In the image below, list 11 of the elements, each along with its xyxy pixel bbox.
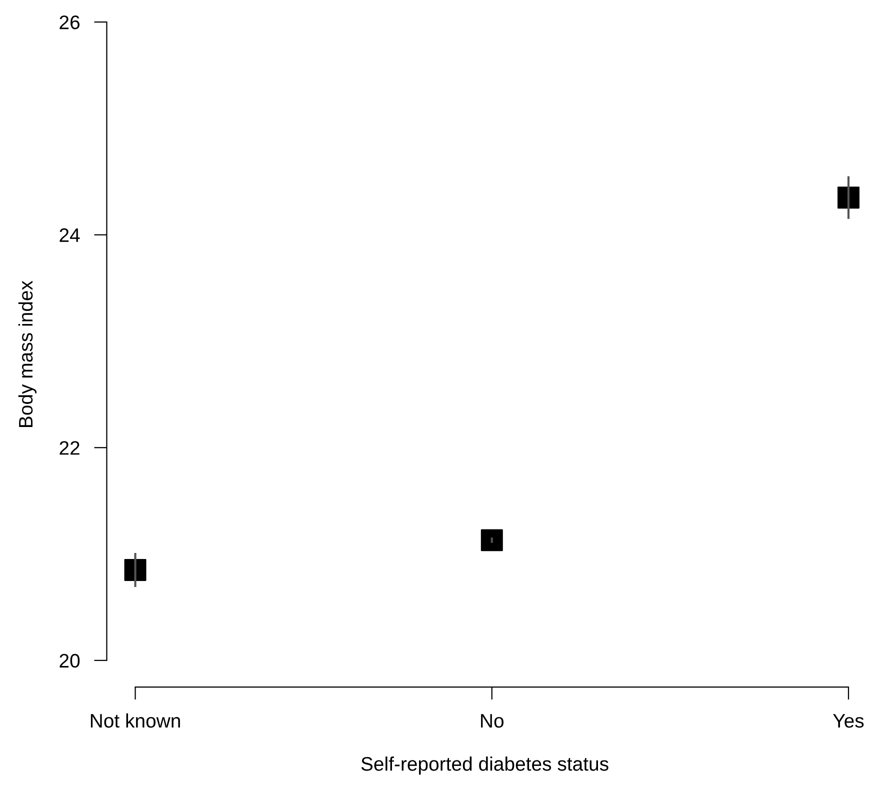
point xyxy=(480,529,503,552)
x-tick-label: Yes xyxy=(833,714,864,728)
y-tick-label: 26 xyxy=(60,15,80,30)
x-tick-label: No xyxy=(481,714,504,728)
y-axis-title: Body mass index xyxy=(18,280,37,427)
y-tick-label: 20 xyxy=(60,654,80,668)
y-tick-label: 22 xyxy=(60,441,80,455)
point xyxy=(837,186,860,209)
y-tick-label: 24 xyxy=(60,228,80,242)
x-axis-title: Self-reported diabetes status xyxy=(361,756,608,775)
x-tick-label: Not known xyxy=(90,713,180,728)
